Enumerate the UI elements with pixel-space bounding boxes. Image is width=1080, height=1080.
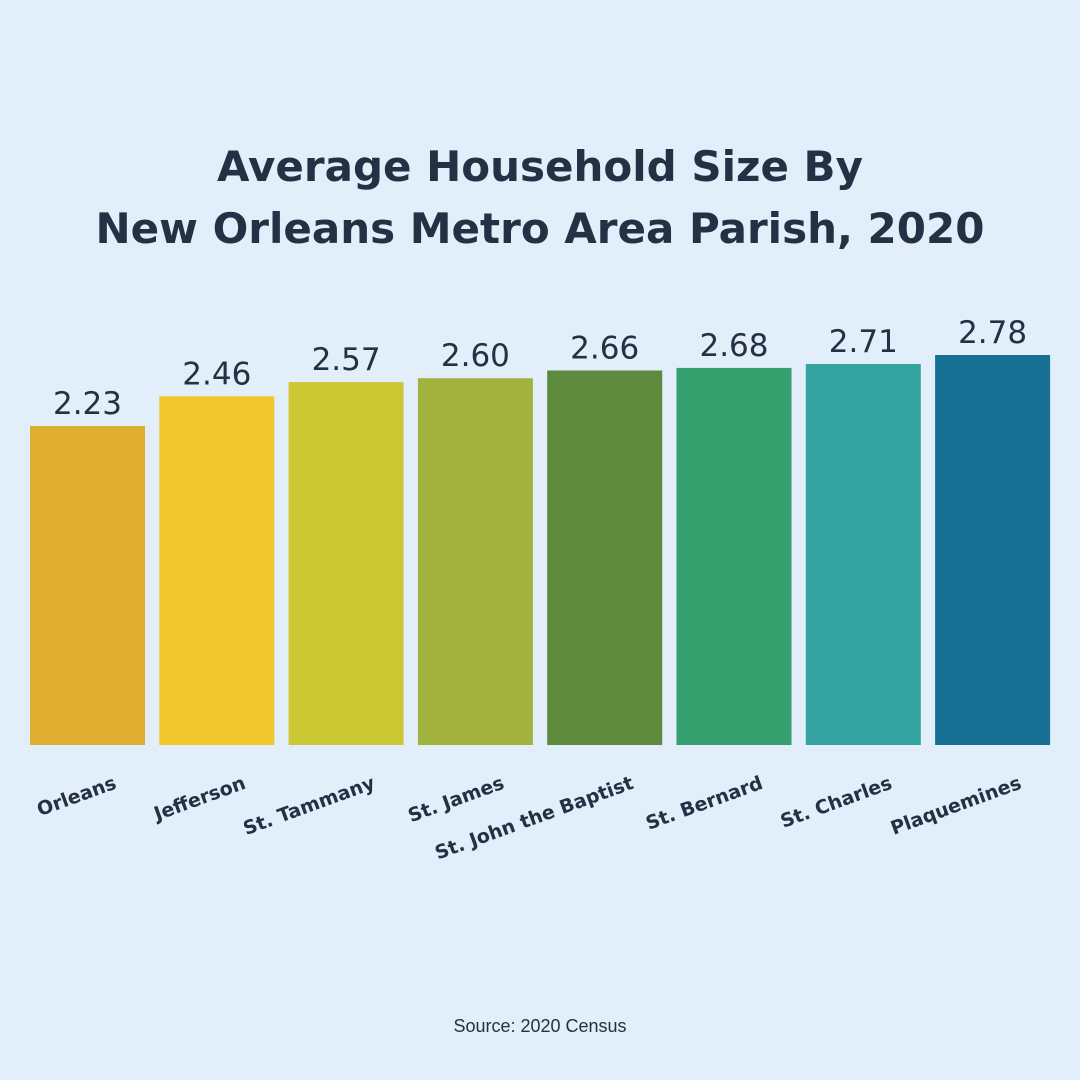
- value-label: 2.68: [699, 328, 768, 364]
- category-label: Plaquemines: [888, 772, 1025, 840]
- bar-st-bernard: [676, 367, 792, 745]
- category-label: Jefferson: [149, 772, 248, 826]
- bar-orleans: [30, 426, 145, 745]
- chart-title: Average Household Size By New Orleans Me…: [0, 136, 1080, 260]
- chart-title-line-2: New Orleans Metro Area Parish, 2020: [95, 204, 985, 253]
- source-note: Source: 2020 Census: [453, 1016, 627, 1036]
- category-label: St. Bernard: [643, 772, 766, 835]
- value-label: 2.23: [53, 386, 122, 422]
- category-label: Orleans: [34, 772, 119, 821]
- bar-jefferson: [159, 396, 275, 745]
- chart-title-line-1: Average Household Size By: [217, 142, 863, 191]
- value-label: 2.60: [441, 338, 510, 374]
- bar-st-charles: [805, 364, 921, 745]
- bar-plaquemines: [935, 355, 1051, 745]
- bar-st-tammany: [288, 382, 404, 745]
- bar-st-john-the-baptist: [547, 370, 663, 745]
- category-label: St. Tammany: [240, 772, 378, 840]
- bar-st-james: [417, 378, 533, 745]
- value-label: 2.57: [312, 342, 381, 378]
- category-label: St. James: [405, 772, 507, 827]
- value-label: 2.71: [829, 324, 898, 360]
- value-label: 2.78: [958, 315, 1027, 351]
- value-label: 2.46: [182, 356, 251, 392]
- category-label: St. Charles: [778, 772, 895, 833]
- value-label: 2.66: [570, 330, 639, 366]
